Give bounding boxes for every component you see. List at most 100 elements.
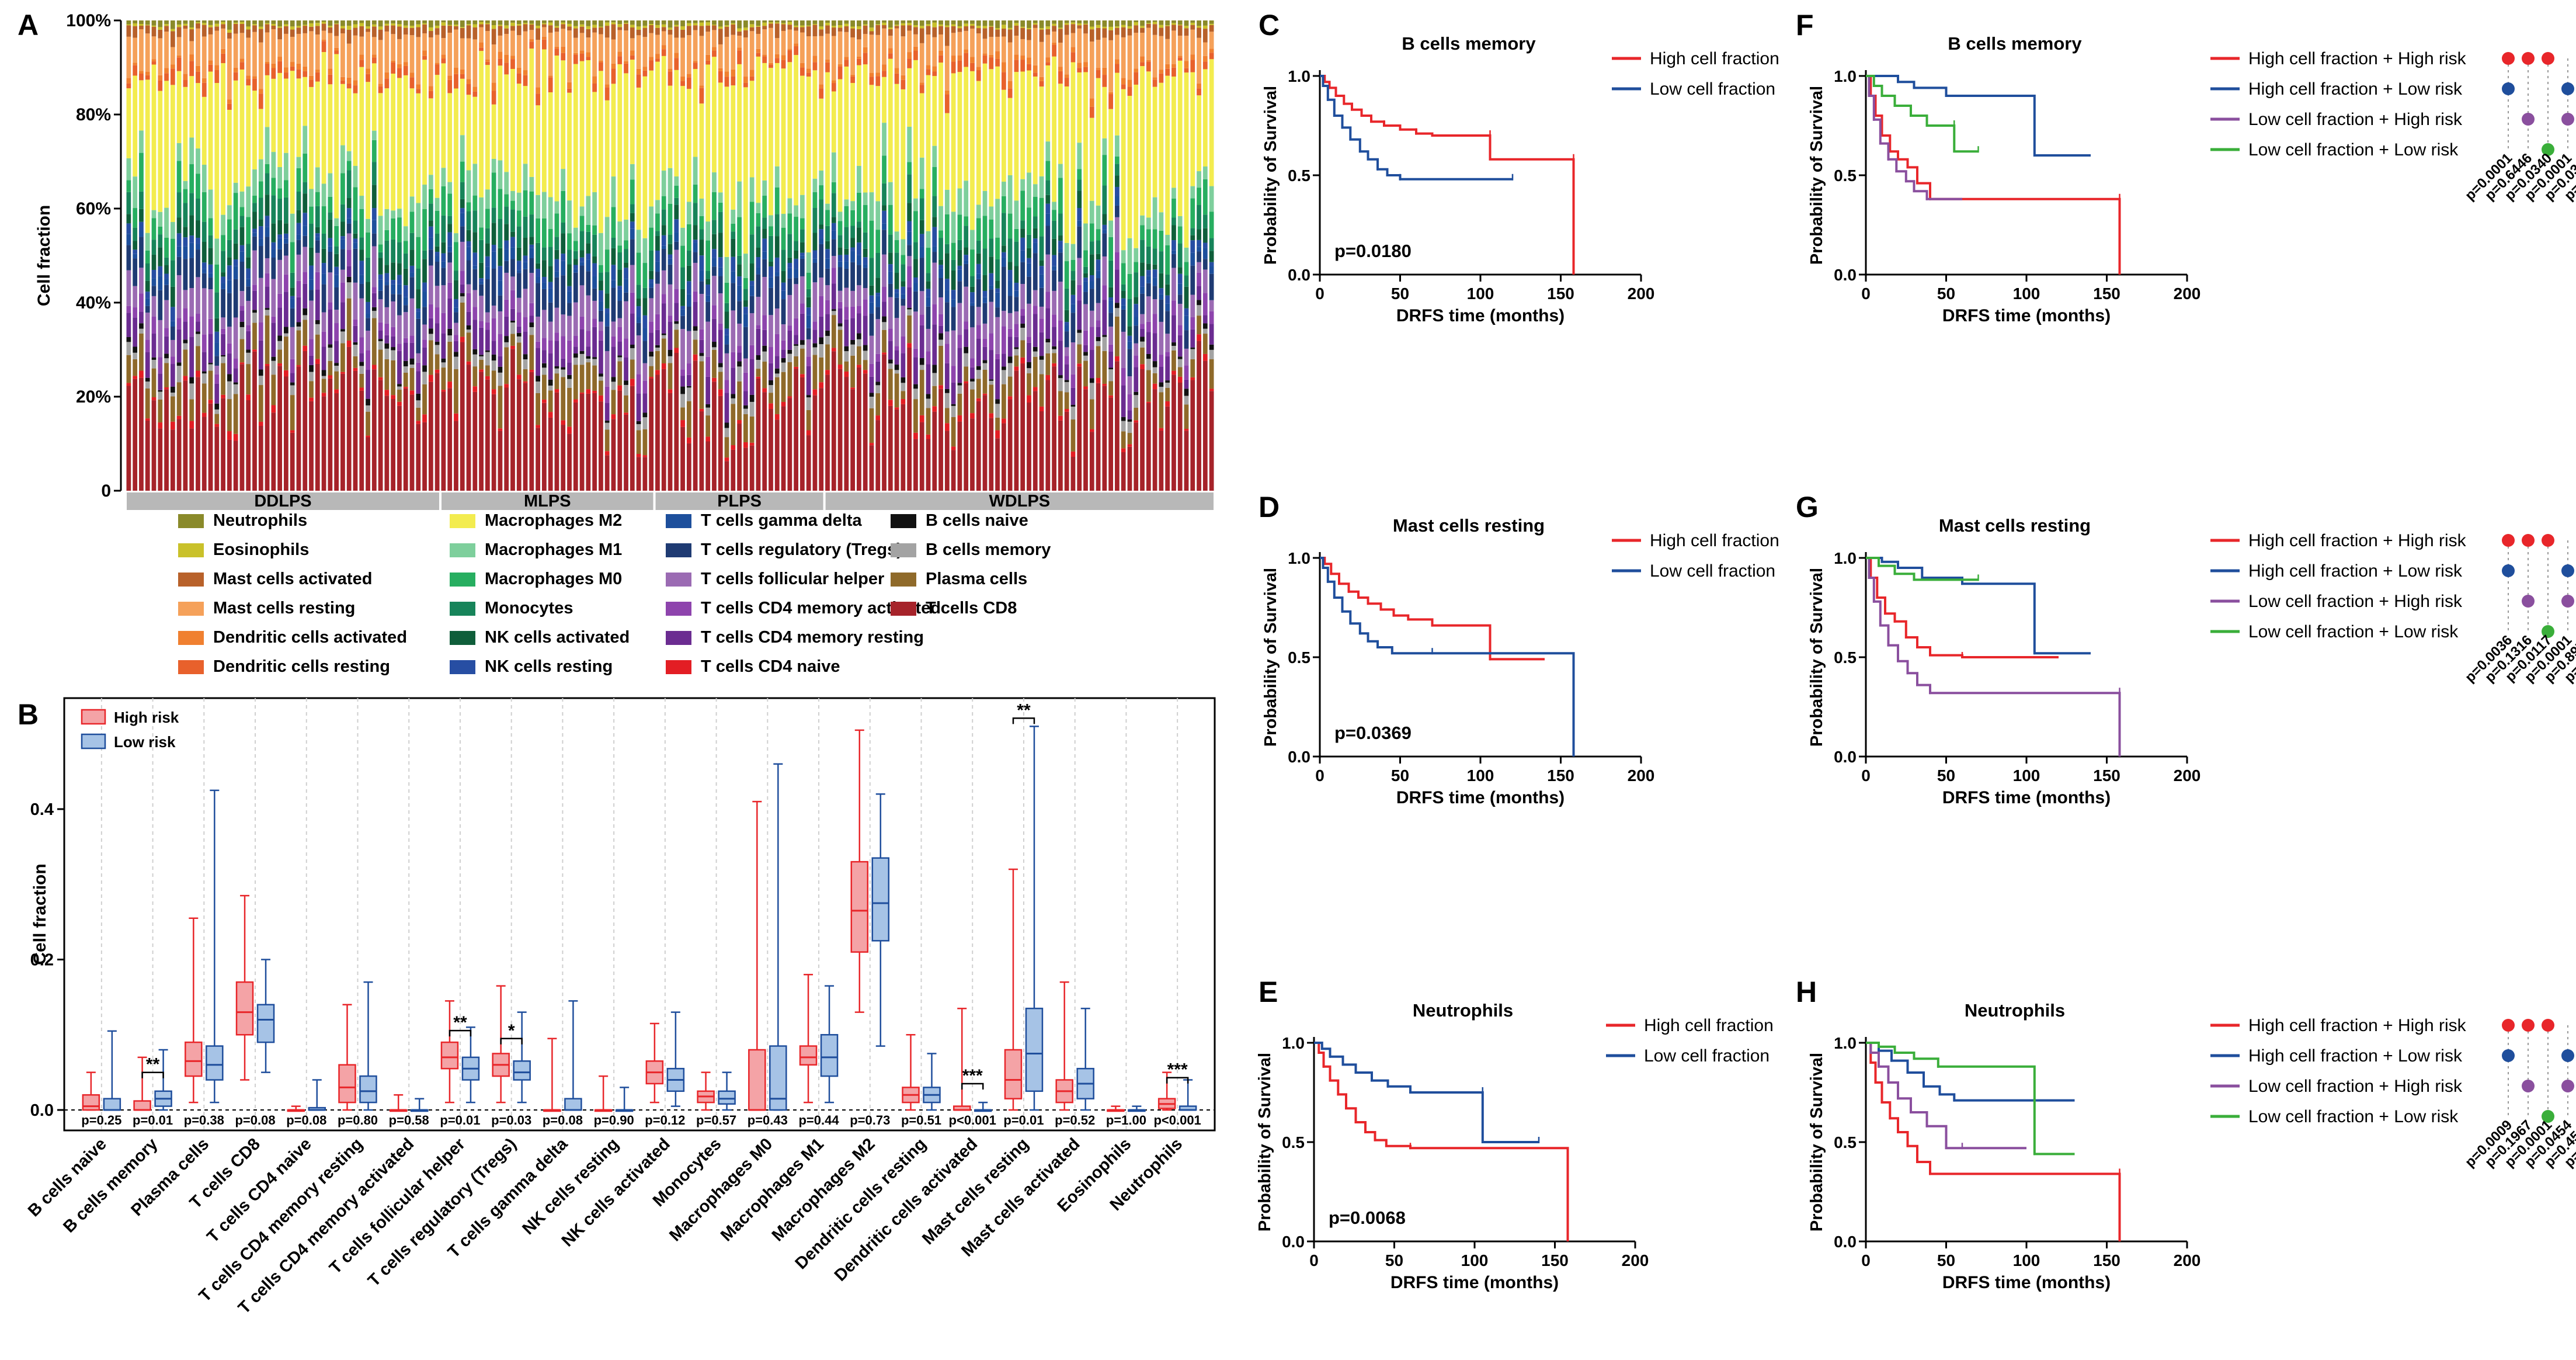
stacked-bar-segment	[479, 369, 484, 372]
stacked-bar-segment	[176, 233, 182, 247]
stacked-bar-segment	[674, 289, 679, 303]
stacked-bar-segment	[1045, 141, 1051, 161]
stacked-bar-segment	[1202, 353, 1208, 361]
stacked-bar-segment	[422, 60, 427, 185]
stacked-bar-segment	[825, 23, 830, 26]
stacked-bar-segment	[617, 390, 623, 491]
stacked-bar-segment	[787, 20, 792, 22]
stacked-bar-segment	[428, 237, 433, 250]
stacked-bar-segment	[371, 185, 377, 209]
stacked-bar-segment	[233, 33, 238, 68]
stacked-bar-segment	[1045, 29, 1051, 35]
stacked-bar-segment	[919, 93, 924, 158]
stacked-bar-segment	[208, 20, 213, 25]
stacked-bar-segment	[731, 223, 736, 232]
stacked-bar-segment	[781, 68, 786, 214]
stacked-bar-segment	[951, 259, 956, 270]
stacked-bar-segment	[447, 232, 453, 247]
stacked-bar-segment	[686, 386, 691, 388]
stacked-bar-segment	[976, 263, 981, 274]
stacked-bar-segment	[680, 376, 685, 387]
stacked-bar-segment	[1070, 270, 1076, 280]
stacked-bar-segment	[567, 426, 572, 434]
stacked-bar-segment	[875, 361, 881, 382]
stacked-bar-segment	[309, 247, 314, 266]
stacked-bar-segment	[894, 297, 899, 318]
stacked-bar-segment	[599, 401, 603, 491]
stacked-bar-segment	[529, 315, 534, 323]
stacked-bar-segment	[1171, 342, 1176, 346]
stacked-bar-segment	[982, 323, 988, 339]
stacked-bar-segment	[787, 331, 792, 350]
stacked-bar-segment	[1115, 303, 1120, 308]
stacked-bar-segment	[699, 103, 704, 199]
stacked-bar-segment	[1083, 345, 1088, 352]
stacked-bar-segment	[731, 85, 736, 210]
stacked-bar-segment	[1083, 292, 1088, 304]
stacked-bar-segment	[611, 39, 616, 64]
stacked-bar-segment	[894, 26, 899, 29]
stacked-bar-segment	[384, 343, 390, 349]
stacked-bar-segment	[661, 334, 666, 335]
group-label-ddlps: DDLPS	[254, 492, 311, 511]
stacked-bar-segment	[611, 265, 616, 280]
stacked-bar-segment	[498, 248, 503, 266]
stacked-bar-segment	[479, 27, 484, 43]
stacked-bar-segment	[1152, 34, 1157, 78]
stacked-bar-segment	[284, 255, 288, 275]
stacked-bar-segment	[296, 69, 301, 79]
stacked-bar-segment	[718, 26, 723, 29]
stacked-bar-segment	[321, 312, 326, 332]
stacked-bar-segment	[504, 272, 509, 300]
stacked-bar-segment	[579, 26, 585, 33]
panel-a-y-tick-label: 60%	[76, 199, 111, 218]
km-x-tick-label: 0	[1309, 1251, 1319, 1269]
stacked-bar-segment	[1070, 52, 1076, 63]
stacked-bar-segment	[806, 356, 811, 366]
stacked-bar-segment	[328, 219, 333, 238]
stacked-bar-segment	[869, 73, 874, 77]
stacked-bar-segment	[1146, 229, 1151, 247]
pairwise-dot	[2522, 595, 2535, 608]
stacked-bar-segment	[126, 270, 131, 306]
stacked-bar-segment	[498, 25, 503, 26]
stacked-bar-segment	[680, 420, 685, 427]
stacked-bar-segment	[837, 255, 843, 262]
km-x-tick-label: 200	[1628, 766, 1655, 785]
panel-b-y-label: Cell fraction	[30, 863, 50, 965]
stacked-bar-segment	[1202, 61, 1208, 70]
stacked-bar-segment	[907, 245, 912, 256]
stacked-bar-segment	[932, 27, 937, 37]
stacked-bar-segment	[214, 409, 220, 414]
stacked-bar-segment	[447, 341, 453, 382]
stacked-bar-segment	[913, 357, 918, 384]
stacked-bar-segment	[309, 355, 314, 365]
stacked-bar-segment	[769, 63, 773, 65]
stacked-bar-segment	[680, 315, 685, 329]
stacked-bar-segment	[718, 372, 723, 390]
stacked-bar-segment	[290, 373, 295, 383]
stacked-bar-segment	[863, 300, 868, 316]
stacked-bar-segment	[309, 26, 314, 32]
legend-swatch-low-risk	[81, 733, 106, 750]
stacked-bar-segment	[315, 272, 320, 290]
stacked-bar-segment	[510, 22, 515, 26]
stacked-bar-segment	[661, 45, 666, 50]
stacked-bar-segment	[561, 233, 566, 254]
stacked-bar-segment	[510, 200, 515, 210]
stacked-bar-segment	[158, 390, 163, 392]
stacked-bar-segment	[724, 353, 729, 380]
stacked-bar-segment	[611, 336, 616, 347]
km-legend-label: Low cell fraction	[1650, 561, 1775, 581]
stacked-bar-segment	[611, 84, 616, 177]
stacked-bar-segment	[718, 367, 723, 372]
stacked-bar-segment	[932, 262, 937, 305]
stacked-bar-segment	[743, 254, 748, 278]
stacked-bar-segment	[882, 254, 887, 287]
stacked-bar-segment	[630, 38, 635, 51]
stacked-bar-segment	[1033, 27, 1038, 65]
stacked-bar-segment	[1209, 349, 1214, 359]
stacked-bar-segment	[1096, 383, 1101, 491]
stacked-bar-segment	[252, 310, 257, 313]
stacked-bar-segment	[1007, 296, 1013, 313]
